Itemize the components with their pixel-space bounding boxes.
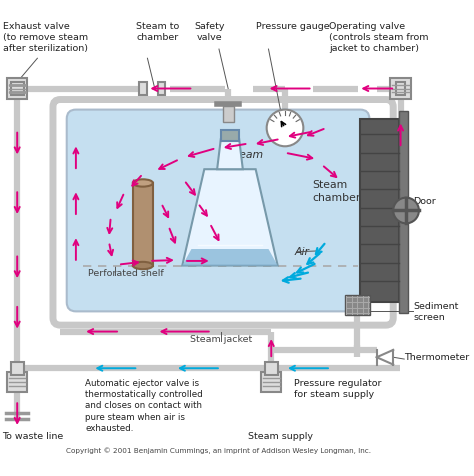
Text: Operating valve
(controls steam from
jacket to chamber): Operating valve (controls steam from jac… (329, 21, 428, 53)
Bar (345, 295, 370, 315)
Bar (139, 82, 146, 95)
Text: Copyright © 2001 Benjamin Cummings, an imprint of Addison Wesley Longman, Inc.: Copyright © 2001 Benjamin Cummings, an i… (65, 447, 371, 454)
Ellipse shape (133, 262, 153, 269)
Circle shape (393, 198, 419, 223)
Text: Steam jacket: Steam jacket (190, 335, 252, 344)
Bar (7, 79, 27, 99)
Bar (396, 82, 405, 95)
Circle shape (267, 109, 303, 146)
Bar (7, 372, 27, 392)
Bar (360, 119, 399, 302)
Ellipse shape (133, 179, 153, 187)
Polygon shape (217, 139, 243, 169)
Text: Air: Air (294, 247, 309, 257)
Bar (11, 362, 24, 375)
Polygon shape (182, 169, 278, 266)
FancyBboxPatch shape (67, 109, 369, 311)
Text: Steam supply: Steam supply (248, 432, 313, 441)
Bar (223, 106, 234, 122)
Text: Pressure gauge: Pressure gauge (255, 21, 329, 30)
Text: Automatic ejector valve is
thermostatically controlled
and closes on contact wit: Automatic ejector valve is thermostatica… (85, 379, 203, 433)
Text: Door: Door (413, 197, 436, 206)
Text: Pressure regulator
for steam supply: Pressure regulator for steam supply (294, 379, 382, 399)
Text: Steam: Steam (229, 150, 264, 160)
Bar (265, 362, 278, 375)
Bar (157, 82, 165, 95)
Text: Safety
valve: Safety valve (194, 21, 225, 42)
Text: Perforated shelf: Perforated shelf (88, 269, 164, 278)
Text: Steam
chamber: Steam chamber (312, 180, 361, 203)
Bar (221, 130, 239, 141)
Bar (11, 82, 24, 95)
Bar (391, 79, 410, 99)
Text: Steam to
chamber: Steam to chamber (137, 21, 180, 42)
Text: Exhaust valve
(to remove steam
after sterilization): Exhaust valve (to remove steam after ste… (2, 21, 88, 53)
Text: Thermometer: Thermometer (404, 353, 469, 362)
Text: Sediment
screen: Sediment screen (413, 302, 459, 322)
Bar (133, 183, 153, 266)
Text: To waste line: To waste line (2, 432, 64, 441)
Bar (261, 372, 282, 392)
Polygon shape (182, 249, 278, 266)
Bar (399, 111, 408, 313)
